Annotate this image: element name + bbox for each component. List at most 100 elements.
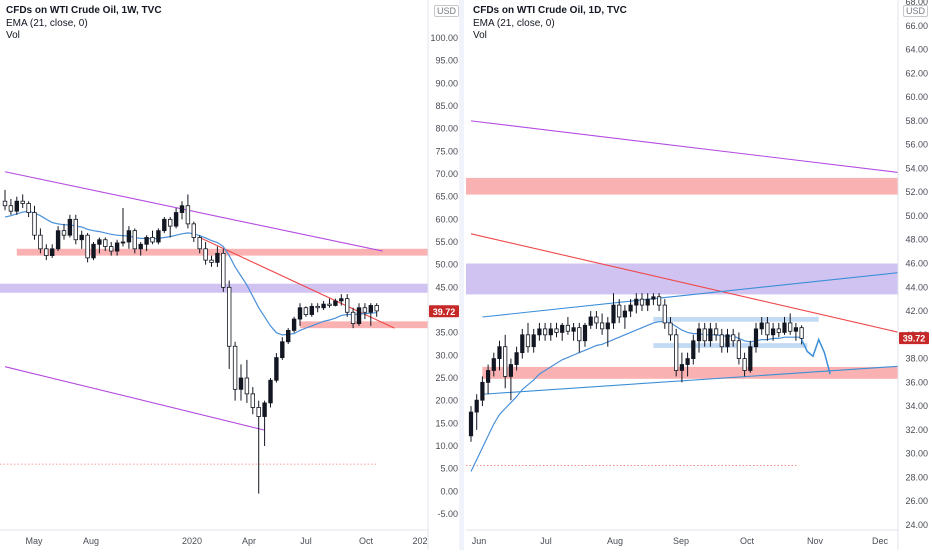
left-y-tick-label: 45.00 xyxy=(435,282,458,292)
left-ema-line xyxy=(4,210,377,336)
right-candle xyxy=(468,406,474,442)
left-plot-area xyxy=(0,171,428,494)
right-candle xyxy=(679,352,685,383)
left-y-tick-label: 90.00 xyxy=(435,78,458,88)
left-chart-legend: CFDs on WTI Crude Oil, 1W, TVC EMA (21, … xyxy=(6,5,162,43)
left-price-tag-label: 39.72 xyxy=(433,307,456,317)
left-x-tick-label: 2020 xyxy=(182,536,202,546)
right-candle xyxy=(520,328,525,359)
right-x-tick-label: Dec xyxy=(872,536,889,546)
left-candle-body xyxy=(50,248,55,257)
right-candle xyxy=(771,322,776,341)
left-candle xyxy=(226,280,232,369)
right-candle xyxy=(531,328,536,353)
left-candle xyxy=(79,230,84,249)
right-candle xyxy=(600,313,605,335)
right-volume-label: Vol xyxy=(473,30,487,41)
right-chart-pane: 68.00 66.00 64.00 62.00 60.00 58.00 56.00 54.00… xyxy=(466,0,929,550)
right-candle-body xyxy=(474,399,479,413)
right-y-tick-label: 44.00 xyxy=(905,282,928,292)
left-candle-body xyxy=(197,237,202,250)
left-candle xyxy=(120,208,126,247)
left-candle xyxy=(285,328,291,344)
left-x-tick-label: May xyxy=(25,536,43,546)
left-candle-body xyxy=(315,305,320,309)
right-trendline-blue-3 xyxy=(482,365,898,395)
left-candle xyxy=(150,230,155,245)
left-candle-body xyxy=(203,248,208,261)
right-candle-body xyxy=(691,340,696,359)
left-candle-body xyxy=(73,218,78,241)
right-candle-body xyxy=(765,322,770,336)
left-candle-body xyxy=(162,218,167,232)
left-volume-label: Vol xyxy=(6,30,20,41)
right-candle-body xyxy=(731,334,736,342)
right-candle-body xyxy=(702,328,707,342)
right-candle-body xyxy=(742,358,747,371)
left-candle-body xyxy=(297,307,303,320)
right-candle xyxy=(674,328,679,377)
left-candle xyxy=(303,306,309,317)
right-candle xyxy=(714,322,719,341)
right-candle xyxy=(525,322,531,353)
left-candle-body xyxy=(291,318,297,331)
right-candle-body xyxy=(708,328,713,342)
right-candle-body xyxy=(525,334,531,348)
right-currency-badge[interactable]: USD xyxy=(903,5,929,17)
right-candle xyxy=(748,340,753,373)
left-candle-body xyxy=(221,252,226,288)
left-candle xyxy=(91,242,96,261)
right-candle xyxy=(611,293,616,329)
left-candle xyxy=(203,242,208,265)
right-candle xyxy=(645,293,650,312)
right-candle-body xyxy=(554,328,559,333)
right-candle-body xyxy=(662,304,667,324)
left-candle-body xyxy=(285,329,291,343)
left-candle-body xyxy=(362,307,368,313)
right-candle-body xyxy=(565,324,571,332)
left-candle xyxy=(85,232,90,263)
left-y-tick-label: 10.00 xyxy=(435,441,458,451)
right-candle-body xyxy=(560,324,565,333)
right-x-tick-label: Sep xyxy=(673,536,689,546)
left-currency-badge[interactable]: USD xyxy=(434,5,460,17)
left-candle xyxy=(55,226,61,252)
right-candle-body xyxy=(468,411,474,437)
left-candle xyxy=(2,189,8,211)
right-trendline-blue-2 xyxy=(482,272,898,318)
left-candle-body xyxy=(91,243,96,259)
left-x-tick-label: Aug xyxy=(83,536,99,546)
right-candle xyxy=(765,316,770,341)
left-ema-label: EMA (21, close, 0) xyxy=(6,17,88,29)
left-candle-body xyxy=(26,203,31,213)
right-y-tick-label: 48.00 xyxy=(905,235,928,245)
right-candle-body xyxy=(714,328,719,336)
left-y-tick-label: 0.00 xyxy=(440,486,458,496)
left-candle-body xyxy=(191,223,196,238)
left-candle xyxy=(309,303,314,317)
left-candle-body xyxy=(268,379,273,404)
right-candle xyxy=(577,322,582,353)
left-candle-body xyxy=(309,305,314,315)
right-candle xyxy=(548,322,553,341)
right-candle xyxy=(571,322,576,341)
left-y-tick-label: 70.00 xyxy=(435,169,458,179)
left-candle xyxy=(109,242,114,256)
left-candle xyxy=(167,217,173,238)
left-candle-body xyxy=(321,303,326,309)
left-y-tick-label: 50.00 xyxy=(435,260,458,270)
right-candle-body xyxy=(759,322,764,330)
left-y-tick-label: 95.00 xyxy=(435,56,458,66)
left-candle-body xyxy=(38,234,43,250)
right-y-tick-label: 68.00 xyxy=(905,0,928,7)
left-price-tag xyxy=(429,305,459,318)
right-candle xyxy=(617,299,622,323)
right-candle xyxy=(480,376,485,407)
right-candle-body xyxy=(685,358,690,365)
right-candle-body xyxy=(508,364,514,377)
left-candle xyxy=(291,316,297,333)
left-candle-body xyxy=(79,234,84,241)
left-candle xyxy=(38,228,43,254)
